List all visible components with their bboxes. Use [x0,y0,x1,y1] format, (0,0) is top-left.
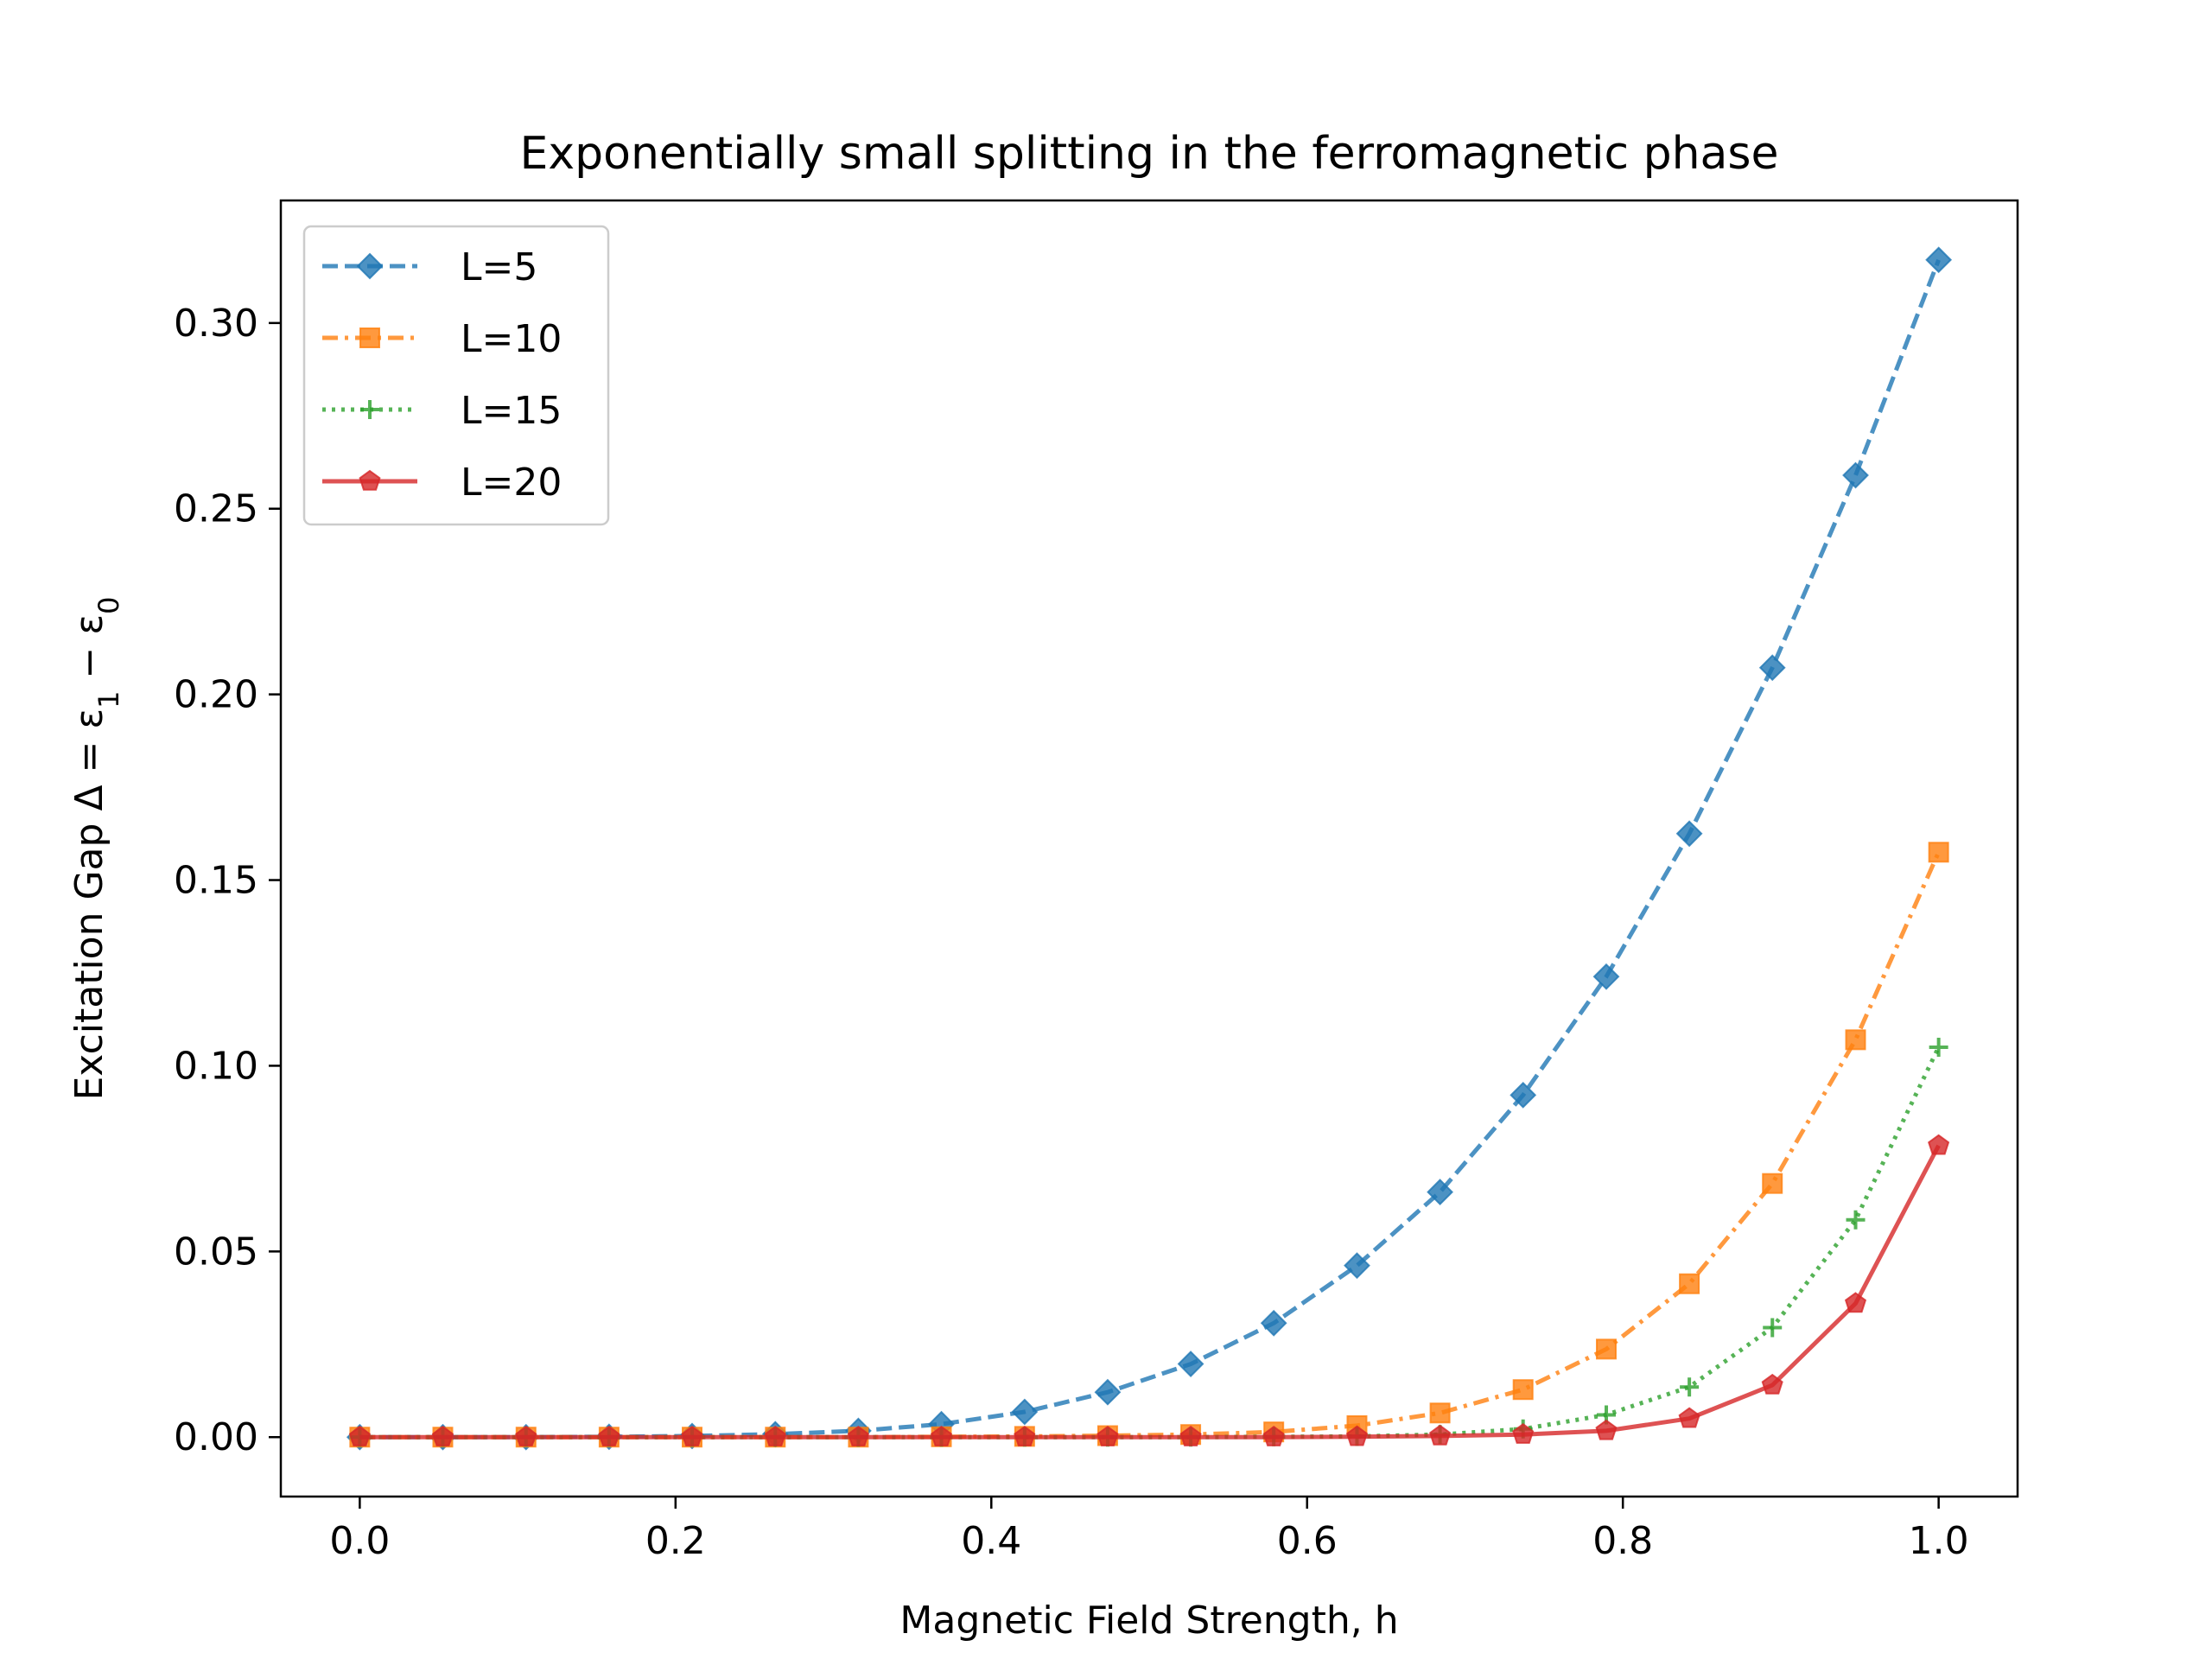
series-layer [346,246,1953,1451]
data-point [1763,1318,1783,1338]
data-point [1512,1422,1535,1444]
x-axis-label: Magnetic Field Strength, h [899,1599,1398,1643]
y-axis-label-prefix: Excitation Gap Δ = ε [67,709,111,1101]
data-point [1262,1425,1285,1446]
x-tick-label: 0.2 [645,1519,706,1563]
data-point [1928,842,1949,863]
legend-label: L=20 [461,461,562,505]
y-tick-label: 0.10 [174,1044,258,1088]
data-point [1678,1407,1700,1428]
legend-marker [359,327,380,348]
data-point [515,1425,537,1446]
data-point [1845,1029,1866,1051]
data-point [1260,1309,1287,1337]
data-point [1925,246,1953,274]
data-point [1595,1338,1617,1360]
data-point [847,1425,869,1446]
x-tick-label: 0.8 [1592,1519,1653,1563]
series-l-15 [350,1037,1948,1447]
x-tick-label: 0.0 [329,1519,390,1563]
legend-label: L=10 [461,317,562,361]
data-point [1177,1351,1205,1377]
series-line [359,258,1941,1440]
series-l-10 [349,842,1949,1448]
y-axis-label-sub2: 0 [92,596,125,613]
legend: L=5 L=10 L=15 L=20 [302,225,610,526]
data-point [1846,1210,1866,1230]
legend-marker [360,400,379,419]
legend-marker [359,469,381,491]
data-point [1758,654,1786,682]
y-tick-label: 0.20 [174,673,258,717]
data-point [1179,1425,1202,1446]
data-point [1761,1373,1783,1395]
legend-item: L=15 [322,389,562,433]
data-point [1345,1425,1369,1446]
x-tick-label: 0.6 [1277,1519,1338,1563]
x-tick-label: 0.4 [961,1519,1021,1563]
legend-label: L=5 [461,245,537,289]
legend-item: L=20 [322,461,562,505]
data-point [1675,820,1703,848]
x-tick-label: 1.0 [1909,1519,1969,1563]
chart-title: Exponentially small splitting in the fer… [520,128,1779,180]
data-point [1762,1173,1783,1194]
data-point [1929,1037,1948,1057]
data-point [1011,1398,1039,1426]
legend-frame [302,225,610,526]
y-axis-ticks: 0.00 0.05 0.10 0.15 0.20 0.25 0.30 [174,302,281,1459]
data-point [1344,1252,1370,1280]
y-tick-label: 0.25 [174,487,258,531]
y-axis-label-sub1: 1 [92,690,125,708]
data-point [348,1425,371,1446]
data-point [1928,1134,1950,1155]
y-axis-label: Excitation Gap Δ = ε1 − ε0 [67,596,125,1100]
x-axis-ticks: 0.0 0.2 0.4 0.6 0.8 1.0 [329,1497,1969,1563]
data-point [1592,963,1620,990]
data-point [1427,1179,1453,1205]
data-point [1429,1424,1452,1446]
plot-area-frame [279,199,2019,1498]
legend-item: L=5 [322,245,537,289]
data-point [1595,1419,1618,1440]
data-point [1510,1081,1537,1109]
data-point [681,1425,703,1446]
legend-marker [356,252,384,280]
data-point [1844,1292,1867,1313]
data-point [1842,461,1869,489]
data-point [1014,1425,1036,1446]
data-point [1680,1377,1700,1397]
y-tick-label: 0.05 [174,1230,258,1274]
series-line [359,1144,1941,1440]
legend-label: L=15 [461,389,562,433]
data-point [1094,1378,1122,1406]
data-point [764,1425,786,1446]
y-tick-label: 0.15 [174,859,258,903]
data-point [431,1425,454,1446]
data-point [1429,1402,1451,1424]
series-line [359,851,1941,1440]
y-tick-label: 0.30 [174,302,258,346]
data-point [1096,1425,1119,1446]
data-point [930,1425,953,1446]
data-point [1512,1379,1534,1401]
legend-item: L=10 [322,317,562,361]
data-point [598,1425,620,1446]
y-axis-label-mid: − ε [67,614,111,691]
data-point [1679,1273,1700,1294]
y-tick-label: 0.00 [174,1415,258,1459]
series-l-20 [348,1134,1950,1446]
